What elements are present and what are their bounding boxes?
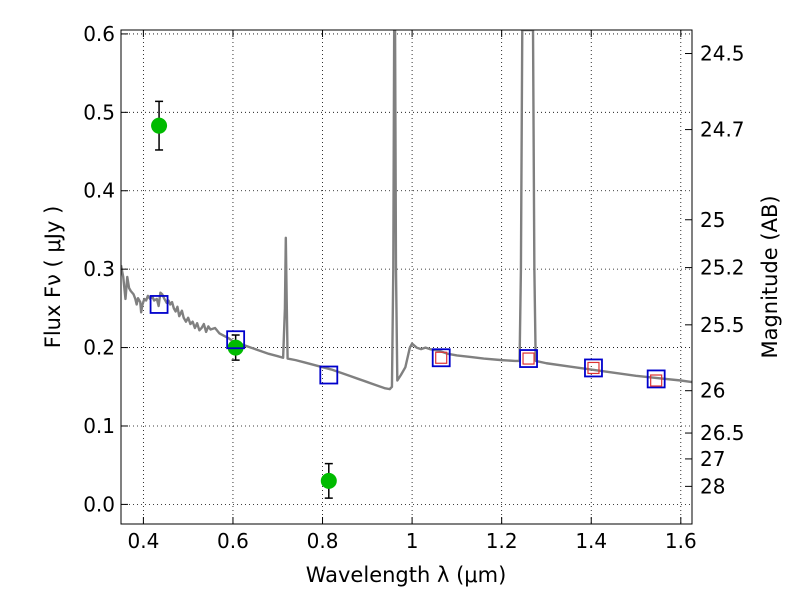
right-tick-label: 25.2: [700, 256, 745, 280]
right-tick-label: 27: [700, 447, 725, 471]
right-tick-label: 26.5: [700, 421, 745, 445]
observed-point: [151, 117, 168, 134]
x-tick-label: 1: [406, 529, 419, 553]
model-square-blue: [149, 295, 169, 314]
x-tick-label: 0.4: [127, 529, 159, 553]
model-square-blue: [226, 330, 246, 350]
model-square-red: [435, 351, 448, 364]
observed-point: [320, 472, 337, 489]
model-square-red: [587, 361, 600, 375]
x-tick-label: 0.8: [307, 529, 339, 553]
model-square-red: [650, 374, 663, 387]
right-tick-label: 28: [700, 474, 725, 498]
right-tick-label: 24.7: [700, 118, 745, 142]
x-tick-label: 1.2: [486, 529, 518, 553]
spectrum-line: [121, 30, 692, 391]
y-tick-label: 0.5: [83, 100, 115, 124]
model-square-blue: [584, 358, 603, 378]
y-tick-label: 0.2: [83, 336, 115, 360]
x-tick-label: 0.6: [217, 529, 249, 553]
grid-lines: [121, 30, 692, 524]
x-axis-label: Wavelength λ (μm): [306, 563, 507, 587]
model-square-blue: [646, 369, 666, 389]
model-square-blue: [519, 349, 538, 368]
x-tick-label: 1.6: [665, 529, 697, 553]
y-axis-label: Flux Fν ( μJy ): [41, 206, 65, 349]
model-square-blue: [431, 348, 451, 368]
axis-ticks: 0.4 0.6 0.8 1 1.2 1.4 1.6 0.0 0.1 0.2 0.3 0.4 0.5 0.6…: [83, 22, 744, 553]
y-tick-label: 0.6: [83, 22, 115, 46]
y-tick-label: 0.3: [83, 257, 115, 281]
right-tick-label: 26: [700, 379, 725, 403]
right-tick-label: 25: [700, 208, 725, 232]
plot-frame: [120, 29, 693, 525]
model-square-blue: [319, 365, 339, 385]
plot-area: [121, 30, 692, 499]
model-square-red: [522, 352, 535, 365]
y-tick-label: 0.0: [83, 492, 115, 516]
y-tick-label: 0.1: [83, 414, 115, 438]
right-tick-label: 24.5: [700, 42, 745, 66]
right-y-axis-label: Magnitude (AB): [758, 195, 782, 358]
right-tick-label: 25.5: [700, 313, 745, 337]
y-tick-label: 0.4: [83, 179, 115, 203]
x-tick-label: 1.4: [575, 529, 607, 553]
